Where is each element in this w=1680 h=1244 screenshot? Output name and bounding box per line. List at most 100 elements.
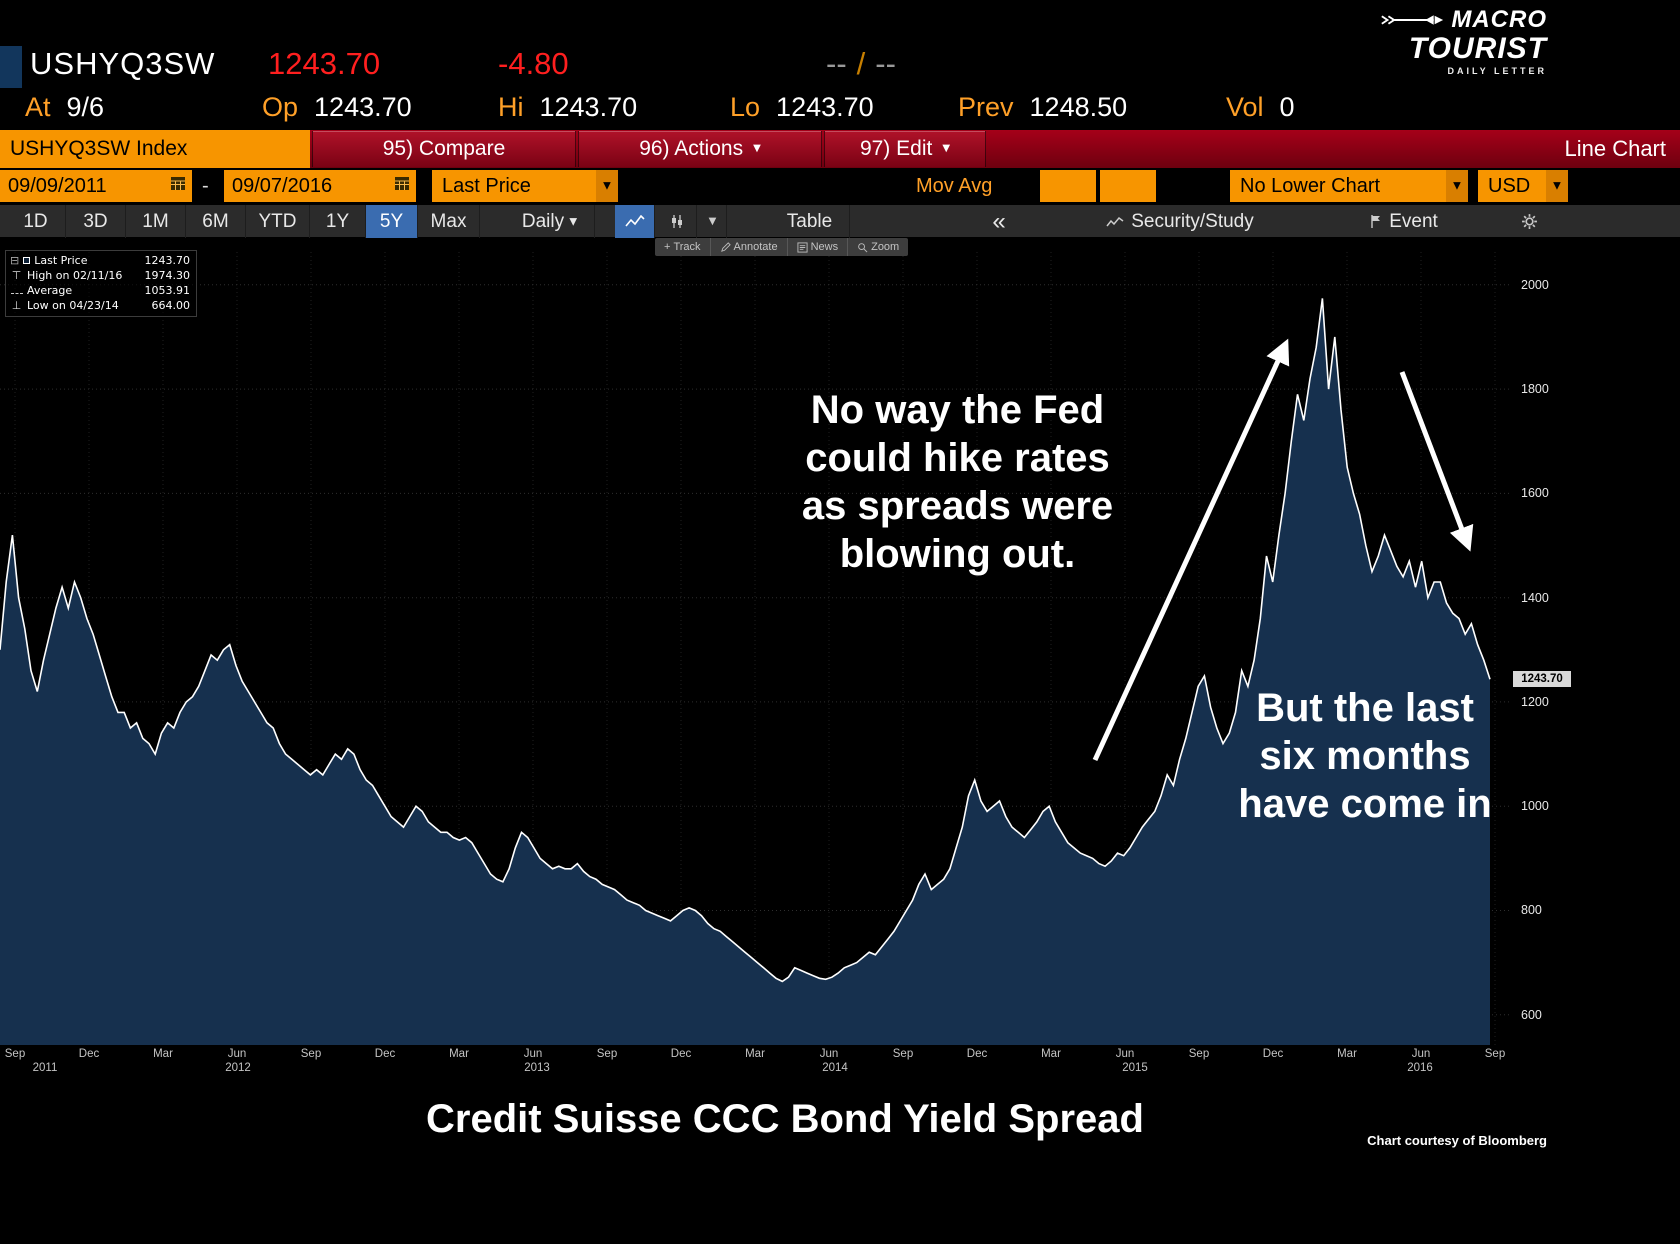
y-axis-label: 2000 [1521,277,1549,292]
x-axis-year-label: 2016 [1407,1062,1433,1074]
x-axis-month-label: Mar [745,1048,765,1060]
menu-bar: USHYQ3SW Index 95) Compare 96) Actions ▼ … [0,130,1680,168]
flag-icon [1371,215,1381,228]
high-marker-icon: ⊤ [11,269,22,282]
prev-label: Prev [958,92,1014,122]
security-study-button[interactable]: Security/Study [1070,205,1290,238]
collapse-button[interactable]: « [992,208,1006,235]
x-axis-month-label: Sep [892,1048,914,1060]
chevron-down-icon: ▼ [569,216,578,228]
end-date-input[interactable]: Last Price09/07/2016 [224,170,416,202]
range-1y[interactable]: 1Y [310,205,366,238]
date-range-separator: - [202,175,209,197]
edit-button[interactable]: 97) Edit ▼ [824,131,986,167]
news-button[interactable]: News [788,238,849,256]
range-ytd[interactable]: YTD [246,205,310,238]
table-button[interactable]: Table [770,205,850,238]
open-value: 1243.70 [314,92,412,122]
at-label: At [25,92,51,122]
series-swatch [23,257,31,264]
logo-line2: TOURIST [1408,32,1547,65]
high-value: 1243.70 [539,92,638,122]
x-axis-month-label: Jun [1115,1048,1135,1060]
x-axis-month-label: Mar [153,1048,173,1060]
chevron-down-icon: ▼ [753,143,761,155]
news-icon [797,241,808,253]
chart-legend: ⊟ Last Price 1243.70 ⊤ High on 02/11/16 1974… [5,250,197,317]
volume-value: 0 [1279,92,1295,122]
magnifier-icon [858,242,868,252]
y-axis-label: 1400 [1521,590,1549,605]
price-chart[interactable] [0,252,1512,1045]
x-axis-year-label: 2011 [32,1062,58,1074]
ticker-symbol: USHYQ3SW [30,46,216,81]
x-axis-month-label: Sep [4,1048,26,1060]
candlestick-chart-icon[interactable] [657,205,697,238]
chart-type-menu[interactable]: ▼ [699,205,727,238]
x-axis-month-label: Mar [1337,1048,1357,1060]
chart-title: Credit Suisse CCC Bond Yield Spread [426,1097,1144,1141]
x-axis-month-label: Jun [227,1048,247,1060]
mov-avg-input-1[interactable] [1040,170,1096,202]
annotate-button[interactable]: Annotate [711,238,788,256]
range-1m[interactable]: 1M [126,205,186,238]
arrow-icon [1381,15,1444,25]
zoom-button[interactable]: Zoom [848,238,908,256]
chart-footer: Credit Suisse CCC Bond Yield Spread Char… [0,1081,1680,1244]
legend-high: ⊤ High on 02/11/16 1974.30 [11,269,190,282]
y-axis-label: 1600 [1521,486,1549,501]
start-date-input[interactable]: 09/09/2011 [0,170,192,202]
line-chart-icon[interactable] [615,205,655,238]
range-1d[interactable]: 1D [6,205,66,238]
last-price: 1243.70 [268,46,381,81]
compare-button[interactable]: 95) Compare [312,131,576,167]
x-axis-month-label: Sep [1484,1048,1506,1060]
price-field-dropdown[interactable]: Last Price ▼ [432,170,618,202]
currency-dropdown[interactable]: USD ▼ [1478,170,1568,202]
price-change: -4.80 [498,46,569,81]
quote-header: USHYQ3SW 1243.70 -4.80 -- / -- At 9/6 Op 124… [0,0,1680,130]
chevron-down-icon: ▼ [708,216,717,227]
range-5y[interactable]: 5Y [366,205,418,238]
chart-credit: Chart courtesy of Bloomberg [1367,1133,1547,1148]
y-axis-label: 600 [1521,1007,1542,1022]
x-axis-year-label: 2013 [524,1062,550,1074]
x-axis-month-label: Sep [596,1048,618,1060]
macro-tourist-logo: MACRO TOURIST DAILY LETTER [1337,6,1547,76]
lower-chart-dropdown[interactable]: No Lower Chart ▼ [1230,170,1468,202]
at-value: 9/6 [66,92,105,122]
actions-button[interactable]: 96) Actions ▼ [578,131,822,167]
x-axis-month-label: Mar [1041,1048,1061,1060]
study-chart-icon [1106,216,1124,226]
track-button[interactable]: + Track [655,238,711,256]
chart-area: + Track Annotate News Zoom ⊟ Last Price 124… [0,238,1680,1081]
x-axis-month-label: Jun [819,1048,839,1060]
period-dropdown[interactable]: Daily ▼ [505,205,595,238]
legend-low: ⊥ Low on 04/23/14 664.00 [11,299,190,312]
range-max[interactable]: Max [418,205,480,238]
calendar-icon [395,177,409,190]
chevron-down-icon: ▼ [603,180,611,192]
annotation-six-months-note: But the last six months have come in [1238,686,1492,826]
range-3d[interactable]: 3D [66,205,126,238]
gear-icon[interactable] [1512,205,1546,238]
annotation-fed-note: No way the Fed could hike rates as sprea… [801,388,1114,576]
low-label: Lo [730,92,761,122]
logo-line1: MACRO [1451,6,1547,33]
collapse-box-icon[interactable]: ⊟ [10,254,20,267]
x-axis-month-label: Dec [374,1048,396,1060]
security-name[interactable]: USHYQ3SW Index [0,130,310,168]
logo-tagline: DAILY LETTER [1447,66,1547,76]
calendar-icon [171,177,185,190]
x-axis-year-label: 2014 [822,1062,848,1074]
event-button[interactable]: Event [1352,205,1456,238]
x-axis-month-label: Dec [78,1048,100,1060]
chart-annotation-toolbar: + Track Annotate News Zoom [655,238,909,256]
bid-ask: -- / -- [826,46,896,82]
mov-avg-input-2[interactable] [1100,170,1156,202]
x-axis-month-label: Dec [966,1048,988,1060]
y-axis-label: 1000 [1521,799,1549,814]
plus-icon: + [664,241,671,253]
range-6m[interactable]: 6M [186,205,246,238]
window-handle[interactable] [0,46,22,88]
